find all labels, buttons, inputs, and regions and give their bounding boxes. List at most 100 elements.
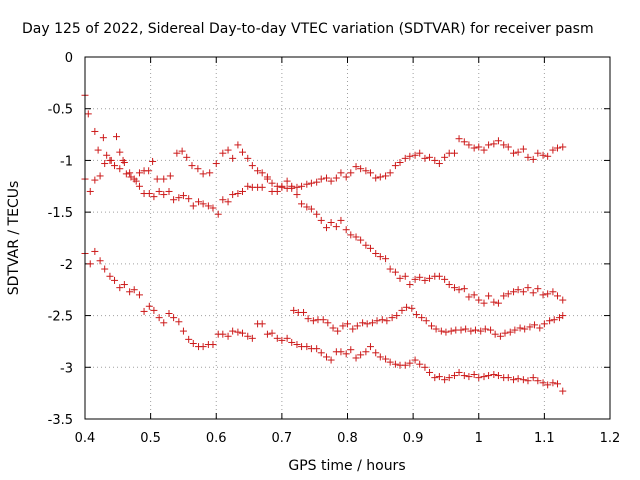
data-point xyxy=(490,371,498,379)
data-point xyxy=(244,182,252,190)
data-point xyxy=(91,247,99,255)
data-point xyxy=(510,288,518,296)
data-point xyxy=(426,274,434,282)
data-point xyxy=(470,291,478,299)
data-point xyxy=(327,356,335,364)
data-point xyxy=(490,298,498,306)
data-point xyxy=(391,360,399,368)
data-point xyxy=(150,306,158,314)
data-point xyxy=(170,314,178,322)
data-point xyxy=(313,178,321,186)
data-point xyxy=(544,152,552,160)
data-point xyxy=(283,334,291,342)
data-point xyxy=(324,319,332,327)
data-point xyxy=(494,299,502,307)
data-point xyxy=(531,321,539,329)
data-point xyxy=(487,326,495,334)
data-point xyxy=(122,170,130,178)
data-point xyxy=(362,167,370,175)
data-point xyxy=(491,330,499,338)
data-point xyxy=(111,276,119,284)
data-point xyxy=(470,144,478,152)
data-point xyxy=(408,304,416,312)
chart-title: Day 125 of 2022, Sidereal Day-to-day VTE… xyxy=(22,21,594,37)
data-point xyxy=(293,191,301,199)
grid xyxy=(85,57,610,419)
data-point xyxy=(376,253,384,261)
data-point xyxy=(441,153,449,161)
data-point xyxy=(411,151,419,159)
data-point xyxy=(130,175,138,183)
data-point xyxy=(540,320,548,328)
data-point xyxy=(101,160,109,168)
data-point xyxy=(290,306,298,314)
data-point xyxy=(504,290,512,298)
data-point xyxy=(494,137,502,145)
data-point xyxy=(418,314,426,322)
data-point xyxy=(450,149,458,157)
x-tick-label: 1 xyxy=(475,431,483,446)
data-point xyxy=(447,327,455,335)
data-point xyxy=(510,376,518,384)
data-point xyxy=(113,133,120,141)
data-point xyxy=(116,165,124,173)
data-point xyxy=(445,281,453,289)
data-point xyxy=(467,327,475,335)
data-point xyxy=(373,317,381,325)
data-point xyxy=(317,216,325,224)
data-point xyxy=(283,184,291,192)
data-point xyxy=(426,153,434,161)
data-point xyxy=(435,160,443,168)
y-axis-label: SDTVAR / TECUs xyxy=(6,181,22,296)
data-point xyxy=(445,374,453,382)
data-point xyxy=(406,152,414,160)
data-point xyxy=(244,332,252,340)
data-point xyxy=(229,327,237,335)
data-point xyxy=(396,158,404,166)
data-point xyxy=(481,325,489,333)
data-point xyxy=(278,183,286,191)
data-point xyxy=(170,196,178,204)
data-point xyxy=(421,276,429,284)
data-point xyxy=(398,306,406,314)
y-tick-label: -1 xyxy=(60,154,73,169)
data-point xyxy=(116,284,124,292)
data-point xyxy=(388,314,396,322)
data-point xyxy=(534,377,542,385)
x-tick-label: 0.8 xyxy=(337,431,358,446)
data-point xyxy=(411,275,419,283)
data-point xyxy=(106,272,114,280)
data-point xyxy=(188,162,196,170)
data-point xyxy=(366,343,374,351)
data-point xyxy=(382,255,390,263)
data-point xyxy=(327,218,335,226)
data-point xyxy=(160,175,168,183)
data-point xyxy=(524,377,532,385)
data-point xyxy=(514,148,522,156)
data-point xyxy=(337,348,345,356)
data-point xyxy=(406,359,414,367)
data-point xyxy=(307,205,315,213)
data-point xyxy=(529,374,537,382)
data-point xyxy=(263,175,271,183)
data-point xyxy=(103,151,111,159)
data-point xyxy=(480,146,488,154)
data-point xyxy=(189,202,197,210)
data-point xyxy=(480,299,488,307)
data-point xyxy=(416,149,424,157)
data-point xyxy=(403,303,411,311)
data-point xyxy=(258,169,266,177)
data-point xyxy=(462,325,470,333)
data-point xyxy=(441,376,449,384)
data-point xyxy=(362,348,370,356)
data-point xyxy=(386,358,394,366)
data-point xyxy=(224,146,232,154)
data-point xyxy=(347,169,355,177)
data-point xyxy=(460,285,468,293)
data-point xyxy=(349,325,357,333)
data-point xyxy=(175,318,183,326)
data-point xyxy=(101,265,109,273)
data-point xyxy=(411,356,419,364)
data-points xyxy=(81,91,567,395)
data-point xyxy=(96,172,104,180)
